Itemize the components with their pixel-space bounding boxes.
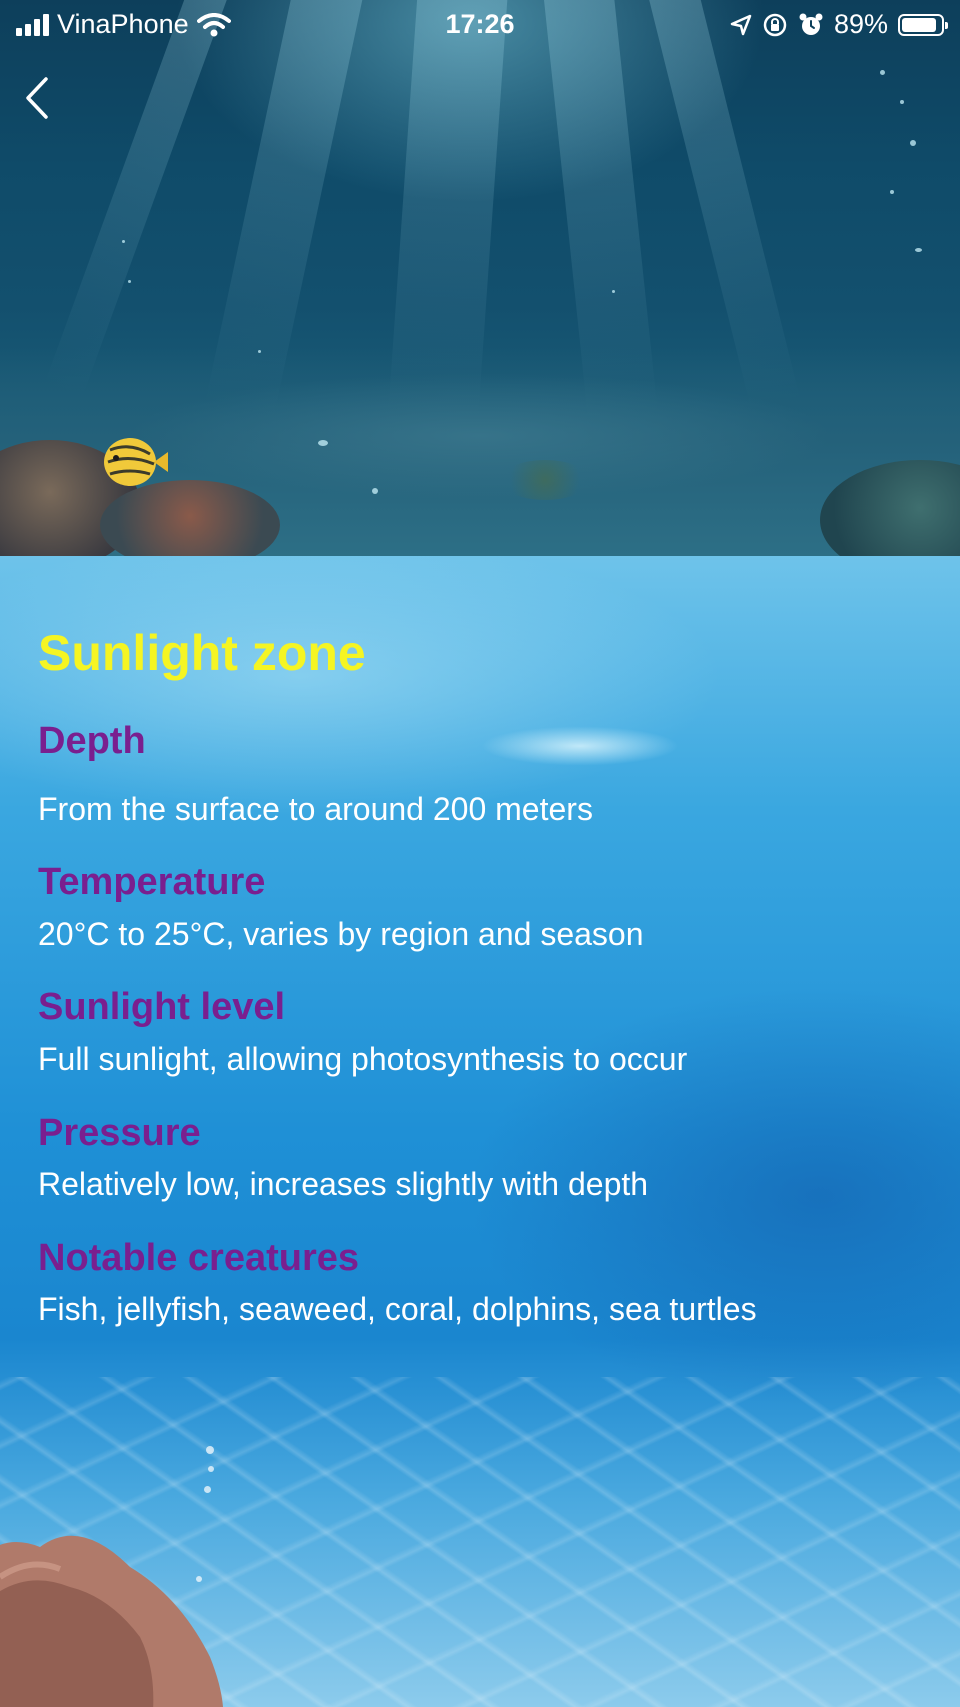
status-bar: VinaPhone 17:26	[0, 0, 960, 48]
chevron-left-icon	[26, 77, 48, 119]
bubble	[915, 248, 922, 252]
light-ray	[43, 0, 239, 400]
section-sunlight-level: Sunlight level Full sunlight, allowing p…	[38, 985, 928, 1080]
bubble	[880, 70, 885, 75]
battery-fill	[902, 17, 936, 32]
section-value: Relatively low, increases slightly with …	[38, 1166, 649, 1203]
section-heading: Sunlight level	[38, 986, 286, 1029]
section-notable-creatures: Notable creatures Fish, jellyfish, seawe…	[38, 1236, 928, 1331]
bubble	[204, 1486, 211, 1493]
bubble	[318, 440, 328, 446]
alarm-icon	[799, 13, 823, 35]
bubble	[122, 240, 125, 243]
wifi-icon	[196, 12, 231, 36]
back-button[interactable]	[22, 68, 82, 128]
bubble	[208, 1466, 214, 1472]
carrier-name: VinaPhone	[57, 9, 189, 39]
orientation-lock-icon	[763, 13, 787, 36]
rock-illustration	[0, 1535, 223, 1707]
bubble	[258, 350, 261, 353]
section-depth: Depth From the surface to around 200 met…	[38, 719, 928, 830]
bubble	[612, 290, 615, 293]
battery-percent: 89%	[833, 9, 888, 39]
signal-icon	[16, 13, 49, 36]
seaweed-patch	[500, 460, 590, 500]
section-pressure: Pressure Relatively low, increases sligh…	[38, 1111, 928, 1206]
battery-icon	[898, 13, 948, 36]
section-value: Fish, jellyfish, seaweed, coral, dolphin…	[38, 1291, 757, 1328]
bubble	[372, 488, 378, 494]
coral-reef	[100, 480, 280, 556]
zone-title: Sunlight zone	[38, 625, 366, 681]
bubble	[196, 1576, 202, 1582]
section-temperature: Temperature 20°C to 25°C, varies by regi…	[38, 860, 928, 955]
section-heading: Temperature	[38, 861, 266, 904]
bubble	[128, 280, 131, 283]
section-heading: Depth	[38, 720, 146, 762]
bubble	[206, 1446, 214, 1454]
bubble	[910, 140, 916, 146]
bubble	[890, 190, 894, 194]
section-value: Full sunlight, allowing photosynthesis t…	[38, 1040, 688, 1077]
zone-content: Sunlight zone Depth From the surface to …	[38, 626, 928, 1361]
zone-info-panel: Sunlight zone Depth From the surface to …	[0, 556, 960, 1707]
hero-underwater-image	[0, 0, 960, 556]
section-heading: Pressure	[38, 1111, 201, 1154]
location-icon	[730, 14, 752, 35]
clock-time: 17:26	[445, 9, 515, 39]
section-heading: Notable creatures	[38, 1236, 360, 1279]
bubble	[900, 100, 904, 104]
section-value: 20°C to 25°C, varies by region and seaso…	[38, 915, 644, 952]
section-value: From the surface to around 200 meters	[38, 790, 593, 827]
butterflyfish-icon	[104, 438, 168, 486]
